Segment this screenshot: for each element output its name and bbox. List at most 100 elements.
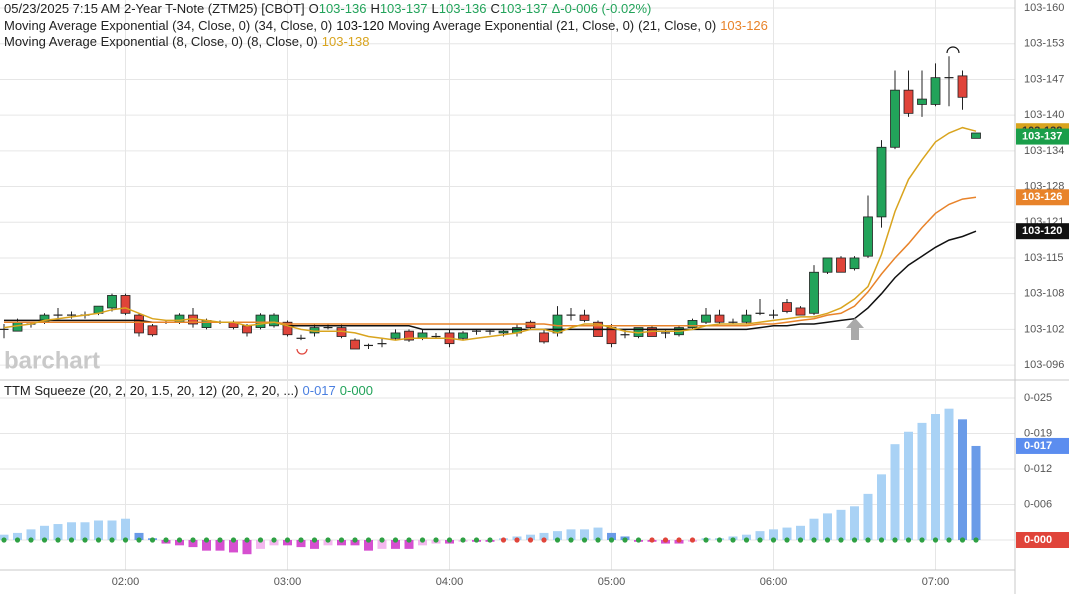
histogram-bar (242, 540, 252, 555)
y-tick-label: 0-006 (1024, 498, 1052, 510)
candle-body (822, 257, 833, 273)
x-tick-label: 04:00 (436, 576, 464, 588)
histogram-bar (229, 540, 238, 553)
y-tick-label: 103-140 (1024, 109, 1064, 121)
squeeze-dot (662, 537, 669, 543)
candle-body (390, 332, 401, 339)
candle-body (930, 77, 941, 105)
candle-body (174, 314, 185, 323)
candle-body (147, 325, 158, 336)
histogram-bar (904, 431, 913, 541)
histogram-bar (566, 529, 576, 541)
histogram-bar (67, 522, 76, 541)
squeeze-dot (703, 537, 709, 543)
squeeze-dot (905, 537, 912, 543)
candle-body (687, 320, 698, 328)
x-tick-label: 03:00 (274, 576, 302, 588)
squeeze-dot (311, 537, 318, 543)
legend-name: Moving Average Exponential (8, Close, 0) (4, 34, 243, 49)
squeeze-dot (568, 537, 574, 543)
histogram-bar (269, 540, 279, 546)
squeeze-dot (433, 537, 439, 543)
squeeze-dot (217, 537, 223, 543)
y-tick-label: 103-108 (1024, 288, 1064, 300)
y-tick-label: 103-115 (1024, 252, 1064, 264)
squeeze-dot (757, 537, 763, 543)
legend-line: 05/23/2025 7:15 AM 2-Year T-Note (ZTM25)… (4, 1, 655, 17)
squeeze-dot (190, 537, 196, 543)
candle-body (242, 325, 252, 334)
squeeze-dot (338, 537, 345, 543)
legend-value: 103-138 (321, 34, 370, 49)
histogram-bar (769, 529, 778, 541)
readout-value: 103-137 (379, 1, 428, 16)
candle-body (498, 330, 509, 334)
histogram-bar (782, 527, 792, 541)
histogram-bar (539, 532, 549, 541)
legend-params: (8, Close, 0) (246, 34, 318, 49)
histogram-bar (418, 540, 427, 546)
squeeze-dot (487, 537, 493, 543)
y-tick-label: 0-019 (1024, 427, 1052, 439)
histogram-bar (877, 474, 886, 541)
squeeze-dot (770, 537, 777, 543)
candle-body (525, 321, 536, 328)
squeeze-dot (203, 537, 210, 543)
y-tick-label: 103-153 (1024, 38, 1064, 50)
candle-body (255, 314, 266, 328)
histogram-bar (607, 532, 616, 541)
y-tick-label: 0-012 (1024, 463, 1052, 475)
histogram-bar (742, 534, 751, 541)
histogram-bar (310, 540, 319, 549)
squeeze-dot (730, 537, 736, 543)
squeeze-dot (716, 537, 723, 543)
y-tick-label: 103-147 (1024, 73, 1064, 85)
x-tick-label: 06:00 (760, 576, 788, 588)
indicator-title: TTM Squeeze (20, 2, 20, 1.5, 20, 12) (4, 383, 218, 398)
squeeze-dot (122, 537, 129, 543)
squeeze-dot (784, 537, 790, 543)
squeeze-dot (149, 537, 156, 543)
signal-arrow (846, 318, 864, 340)
watermark: barchart (4, 347, 100, 374)
price-badge-label: 103-120 (1022, 225, 1062, 237)
squeeze-dot (878, 537, 885, 543)
change: Δ-0-006 (-0.02%) (551, 1, 652, 16)
squeeze-dot (365, 537, 372, 543)
readout-key: L (431, 1, 439, 16)
y-tick-label: 103-096 (1024, 359, 1064, 371)
histogram-bar (931, 414, 940, 541)
ema-line (3, 126, 977, 341)
histogram-bar (107, 520, 117, 541)
histogram-bar (944, 408, 954, 541)
squeeze-dot (230, 537, 237, 543)
histogram-bar (202, 540, 211, 551)
histogram-bar (809, 518, 819, 541)
histogram-bar (890, 444, 900, 541)
price-badge-label: 103-137 (1022, 130, 1062, 142)
legend-line: Moving Average Exponential (8, Close, 0)… (4, 34, 373, 50)
squeeze-dot (554, 537, 561, 543)
histogram-bar (350, 540, 360, 546)
squeeze-dot (689, 537, 696, 543)
indicator-readout: 0-000 (339, 383, 374, 398)
readout-value: 103-137 (499, 1, 548, 16)
candle-body (269, 314, 279, 327)
readout-key: C (490, 1, 500, 16)
squeeze-dot (932, 537, 939, 543)
candle-body (417, 332, 428, 339)
readout-value: 103-136 (438, 1, 487, 16)
squeeze-dot (838, 537, 844, 543)
histogram-bar (863, 493, 873, 541)
squeeze-dot (419, 537, 426, 543)
candle-body (741, 314, 752, 323)
candle-body (350, 339, 360, 350)
squeeze-dot (244, 537, 250, 543)
price-badge (1016, 128, 1069, 145)
histogram-bar (553, 531, 562, 541)
squeeze-dot (257, 537, 264, 543)
histogram-bar (323, 540, 333, 546)
legend-line: TTM Squeeze (20, 2, 20, 1.5, 20, 12) (20,… (4, 383, 377, 399)
y-tick-label: 103-102 (1024, 323, 1064, 335)
squeeze-dot (865, 537, 871, 543)
